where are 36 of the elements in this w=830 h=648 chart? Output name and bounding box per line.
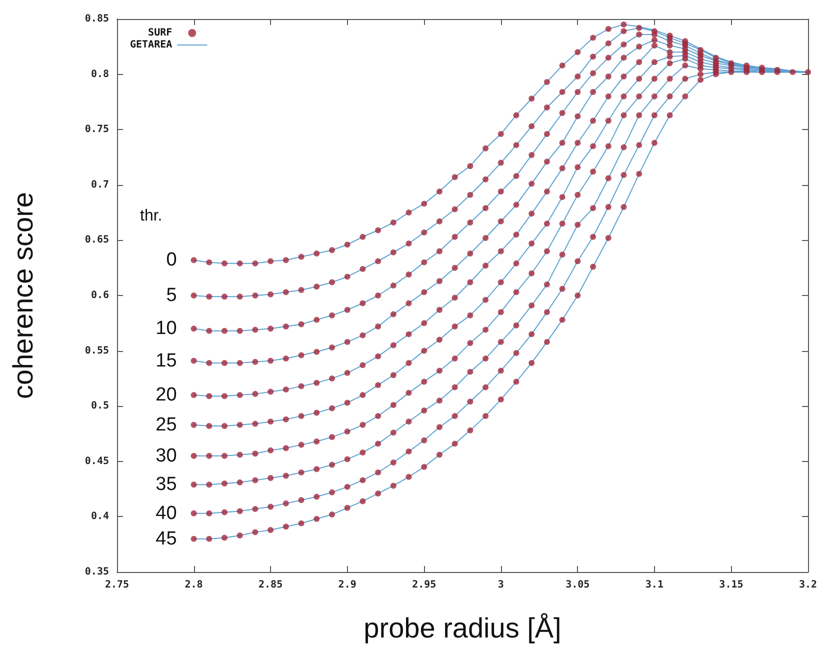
y-tick-label: 0.5 bbox=[90, 400, 109, 412]
annotation: 35 bbox=[156, 474, 177, 496]
y-tick-label: 0.35 bbox=[84, 566, 109, 578]
x-axis-title: probe radius [Å] bbox=[364, 612, 562, 644]
y-tick-label: 0.85 bbox=[84, 14, 109, 24]
x-tick-label: 2.8 bbox=[184, 580, 203, 590]
y-tick-label: 0.8 bbox=[90, 68, 109, 80]
y-tick-label: 0.45 bbox=[84, 456, 109, 467]
x-tick-label: 3.2 bbox=[798, 580, 818, 590]
annotation: 25 bbox=[156, 414, 177, 436]
x-tick-label: 2.95 bbox=[412, 580, 436, 590]
annotation: 15 bbox=[156, 350, 177, 372]
annotation: 20 bbox=[156, 384, 177, 406]
x-tick-label: 3.1 bbox=[645, 580, 664, 590]
x-tick-label: 2.85 bbox=[258, 580, 283, 590]
annotation: 30 bbox=[156, 445, 177, 466]
x-tick-label: 3 bbox=[498, 580, 504, 590]
x-tick-label: 3.05 bbox=[566, 580, 590, 590]
annotation: 40 bbox=[156, 502, 177, 524]
y-tick-label: 0.6 bbox=[90, 290, 109, 301]
annotation: 45 bbox=[156, 528, 177, 550]
y-tick-label: 0.4 bbox=[90, 511, 109, 522]
y-axis-title: coherence score bbox=[8, 192, 38, 400]
legend-label: SURF bbox=[148, 28, 172, 38]
x-tick-label: 3.15 bbox=[719, 580, 744, 590]
y-tick-label: 0.7 bbox=[90, 179, 109, 190]
annotation: 0 bbox=[166, 250, 177, 271]
annotation: 10 bbox=[156, 318, 177, 340]
y-tick-label: 0.65 bbox=[84, 234, 109, 246]
y-tick-label: 0.55 bbox=[84, 345, 109, 356]
annotation: thr. bbox=[140, 208, 162, 224]
x-tick-label: 2.75 bbox=[104, 580, 130, 590]
x-tick-label: 2.9 bbox=[338, 580, 356, 590]
legend-label: GETAREA bbox=[130, 40, 172, 50]
annotation: 5 bbox=[166, 285, 177, 306]
y-tick-label: 0.75 bbox=[84, 124, 109, 136]
